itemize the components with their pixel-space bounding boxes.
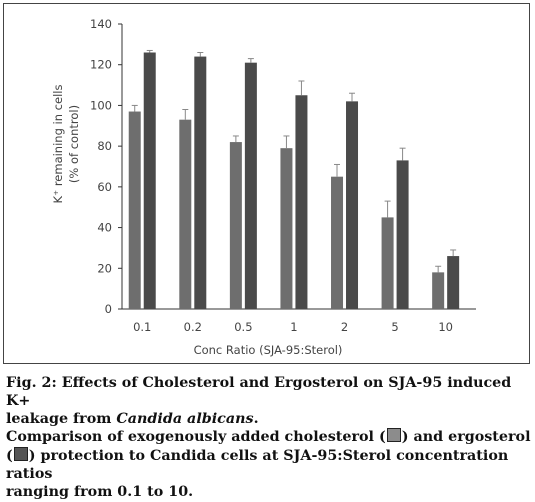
- y-axis-label: K⁺ remaining in cells (% of control): [51, 85, 81, 204]
- caption-species: Candida albicans: [116, 410, 254, 427]
- bar-series-1: [331, 176, 344, 309]
- caption-desc-4: ) protection to Candida cells at SJA-95:…: [6, 448, 509, 482]
- y-tick-label: 0: [105, 302, 112, 316]
- y-tick-label: 80: [97, 139, 112, 153]
- ergosterol-swatch: [13, 447, 28, 462]
- bar-series-2: [396, 160, 409, 309]
- x-tick-label: 10: [438, 320, 453, 334]
- bar-series-2: [244, 62, 257, 309]
- x-ticks: 0.1 0.2 0.5 1 2 5 10: [133, 320, 453, 334]
- x-axis-label: Conc Ratio (SJA-95:Sterol): [194, 343, 343, 357]
- bar-series-2: [346, 101, 359, 309]
- y-axis-label-line1: K⁺ remaining in cells: [51, 85, 65, 204]
- caption-title: Fig. 2: Effects of Cholesterol and Ergos…: [6, 375, 531, 428]
- caption-title-text: Fig. 2: Effects of Cholesterol and Ergos…: [6, 375, 512, 409]
- x-tick-label: 5: [391, 320, 398, 334]
- bar-series-2: [143, 52, 156, 309]
- y-tick-label: 40: [97, 221, 112, 235]
- bar-series-2: [194, 56, 207, 310]
- y-tick-label: 60: [97, 180, 112, 194]
- figure-caption: Fig. 2: Effects of Cholesterol and Ergos…: [6, 375, 531, 502]
- caption-desc-1: Comparison of exogenously added choleste…: [6, 429, 386, 446]
- y-ticks: 0 20 40 60 80 100 120 140: [90, 17, 122, 316]
- x-tick-label: 0.5: [234, 320, 252, 334]
- bar-series-1: [432, 272, 445, 309]
- bar-series-1: [179, 119, 192, 309]
- bar-series-1: [381, 217, 394, 309]
- caption-description: Comparison of exogenously added choleste…: [6, 428, 531, 501]
- caption-desc-2: ) and ergosterol: [401, 429, 531, 446]
- bar-chart: K⁺ remaining in cells (% of control) 020…: [51, 17, 476, 357]
- y-axis-label-line2: (% of control): [67, 105, 81, 183]
- bar-series-2: [295, 95, 308, 309]
- chart-frame: K⁺ remaining in cells (% of control) 0 20…: [3, 3, 530, 364]
- bar-series-1: [280, 148, 293, 309]
- y-tick-label: 20: [97, 261, 112, 275]
- caption-title-end: .: [253, 410, 259, 427]
- bar-series-2: [447, 256, 460, 309]
- x-tick-label: 0.2: [184, 320, 202, 334]
- y-tick-label: 120: [90, 58, 112, 72]
- error-bars: [131, 49, 457, 273]
- cholesterol-swatch: [386, 428, 401, 443]
- caption-desc-3: (: [6, 448, 13, 465]
- x-tick-label: 1: [290, 320, 297, 334]
- caption-desc-5: ranging from 0.1 to 10.: [6, 483, 194, 500]
- bar-series-1: [229, 142, 242, 309]
- y-tick-label: 140: [90, 17, 112, 31]
- bar-series-1: [128, 111, 141, 310]
- caption-title-cont: leakage from: [6, 410, 117, 427]
- x-tick-label: 2: [341, 320, 348, 334]
- x-tick-label: 0.1: [133, 320, 151, 334]
- bars: [128, 52, 460, 310]
- y-tick-label: 100: [90, 98, 112, 112]
